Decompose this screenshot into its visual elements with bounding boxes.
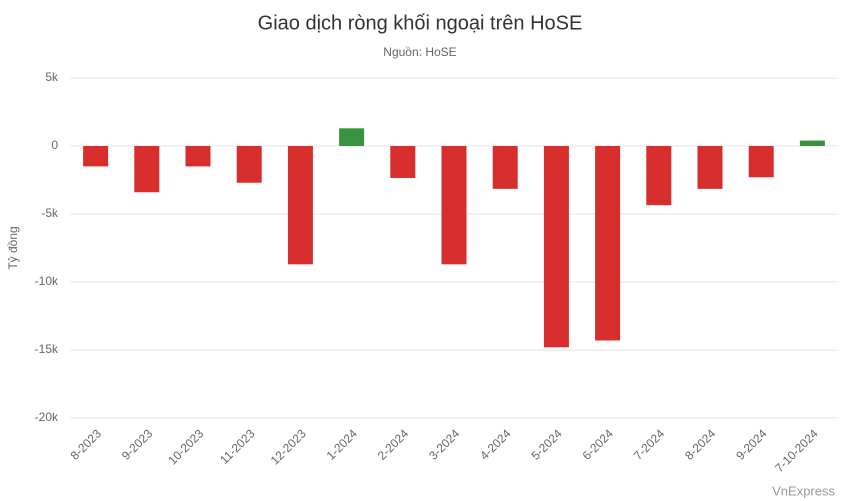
x-tick-label: 8-2023	[68, 426, 105, 463]
bar	[697, 146, 723, 189]
x-tick-label: 3-2024	[426, 426, 463, 463]
y-tick-label: -20k	[35, 410, 59, 424]
x-tick-label: 6-2024	[580, 426, 617, 463]
bar	[799, 140, 825, 146]
x-tick-label: 12-2023	[268, 426, 309, 467]
bar	[185, 146, 211, 167]
y-tick-label: -15k	[35, 342, 59, 356]
bar	[287, 146, 313, 265]
bar	[390, 146, 416, 178]
bar	[646, 146, 672, 206]
x-tick-label: 2-2024	[375, 426, 412, 463]
x-tick-label: 7-2024	[631, 426, 668, 463]
x-tick-label: 10-2023	[165, 426, 206, 467]
x-tick-label: 9-2023	[119, 426, 156, 463]
x-tick-label: 8-2024	[682, 426, 719, 463]
bar	[543, 146, 569, 348]
bar	[134, 146, 160, 193]
bar	[748, 146, 774, 178]
x-tick-label: 1-2024	[324, 426, 361, 463]
x-tick-label: 9-2024	[733, 426, 770, 463]
credit: VnExpress	[772, 483, 835, 498]
x-tick-label: 11-2023	[217, 426, 258, 467]
y-tick-label: 5k	[45, 70, 59, 84]
x-tick-label: 5-2024	[528, 426, 565, 463]
x-tick-label: 7-10-2024	[772, 426, 821, 475]
y-tick-label: -5k	[41, 206, 59, 220]
y-tick-label: -10k	[35, 274, 59, 288]
bar	[83, 146, 109, 167]
chart-title: Giao dịch ròng khối ngoại trên HoSE	[258, 12, 583, 34]
y-tick-label: 0	[51, 138, 58, 152]
y-axis-label: Tỷ đồng	[6, 226, 20, 269]
bar	[441, 146, 467, 265]
bar	[595, 146, 621, 341]
bar	[339, 128, 365, 146]
bar	[492, 146, 518, 189]
chart-subtitle: Nguồn: HoSE	[383, 45, 456, 59]
x-tick-label: 4-2024	[477, 426, 514, 463]
bar	[236, 146, 262, 183]
